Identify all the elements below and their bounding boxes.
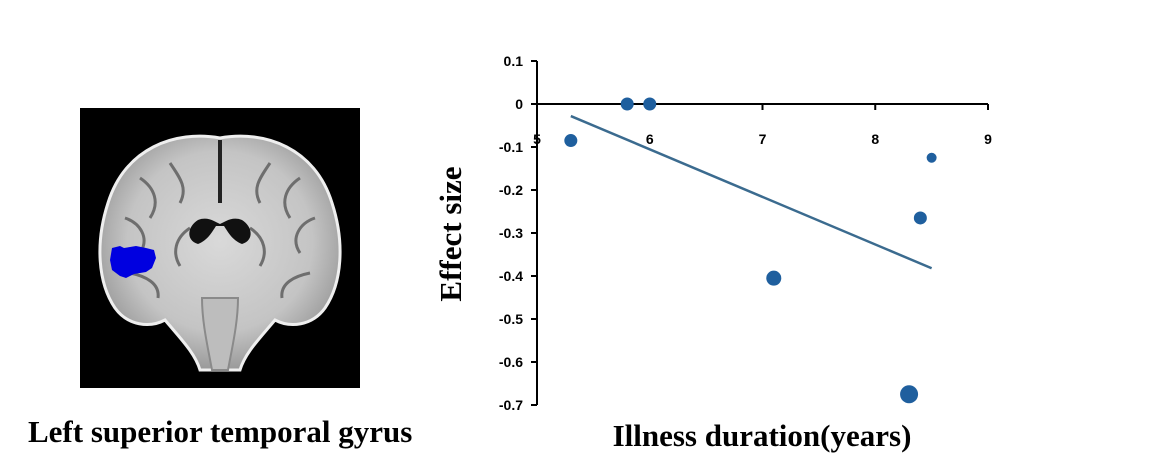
- x-tick-label: 8: [871, 131, 879, 147]
- brain-coronal-slice: [98, 134, 342, 372]
- brain-mri-image: [80, 108, 360, 388]
- y-tick-label: -0.3: [499, 225, 523, 241]
- x-tick-label: 7: [759, 131, 767, 147]
- y-tick-label: -0.1: [499, 139, 523, 155]
- y-tick-label: 0.1: [504, 53, 524, 69]
- brain-sulci-left: [124, 162, 191, 299]
- brainstem: [200, 297, 240, 371]
- data-point: [766, 270, 782, 286]
- data-point: [620, 97, 634, 111]
- chart-labels-layer: 0.1 0 -0.1 -0.2 -0.3 -0.4 -0.5 -0.6 -0.7 5 6 7 8 9 Ill…: [433, 53, 992, 453]
- chart-trendline-layer: [570, 114, 933, 270]
- y-tick-label: -0.6: [499, 354, 523, 370]
- y-tick-label: -0.7: [499, 397, 523, 413]
- x-tick-label: 9: [984, 131, 992, 147]
- x-tick-label: 5: [533, 131, 541, 147]
- chart-points-layer: [564, 97, 937, 404]
- data-point: [926, 152, 937, 163]
- x-tick-label: 6: [646, 131, 654, 147]
- left-superior-temporal-gyrus-region: [110, 246, 156, 278]
- chart-axes: [531, 60, 989, 406]
- data-point: [643, 97, 657, 111]
- data-point: [913, 211, 927, 225]
- y-tick-label: -0.4: [499, 268, 523, 284]
- trend-line: [570, 114, 933, 270]
- y-tick-label: 0: [515, 96, 523, 112]
- y-axis-title: Effect size: [433, 166, 468, 301]
- data-point: [564, 134, 578, 148]
- data-point: [900, 385, 919, 404]
- brain-sulci-right: [249, 162, 316, 299]
- y-tick-label: -0.2: [499, 182, 523, 198]
- x-axis-title: Illness duration(years): [613, 418, 912, 453]
- brain-region-caption: Left superior temporal gyrus: [28, 414, 413, 449]
- brain-ventricles: [189, 218, 251, 244]
- y-tick-label: -0.5: [499, 311, 523, 327]
